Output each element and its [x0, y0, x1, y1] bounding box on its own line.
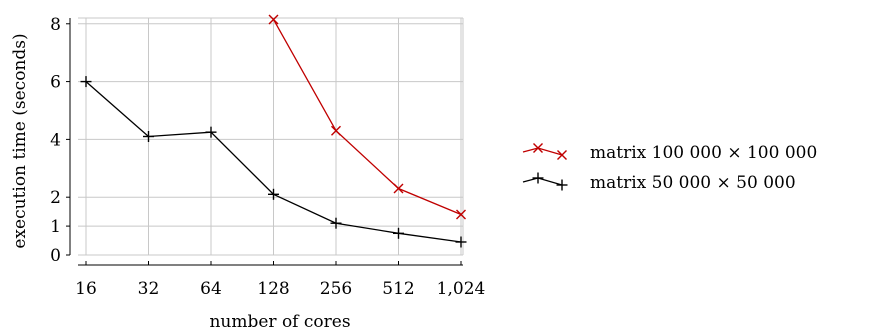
legend-marker-0 [557, 150, 567, 160]
data-point-1 [80, 76, 92, 88]
data-point-1 [455, 236, 467, 248]
y-axis-label: execution time (seconds) [10, 33, 30, 248]
y-tick-label: 4 [50, 130, 61, 150]
x-tick-label: 512 [382, 279, 414, 299]
data-point-1 [393, 227, 404, 239]
x-axis-label: number of cores [209, 312, 350, 331]
legend-label-0: matrix 100 000 × 100 000 [590, 143, 817, 163]
data-point-1 [205, 126, 217, 138]
x-tick-label: 128 [257, 279, 289, 299]
legend-line-1 [522, 177, 563, 186]
y-tick-labels: 0 1 2 4 6 8 [50, 15, 61, 266]
data-point-0 [331, 125, 341, 136]
series-lines [80, 14, 467, 248]
y-tick-label: 0 [50, 246, 61, 266]
y-tick-label: 1 [50, 217, 61, 237]
axes [66, 18, 463, 266]
x-tick-label: 16 [75, 279, 97, 299]
data-point-1 [268, 188, 279, 200]
legend-line-0 [522, 147, 563, 156]
y-tick-label: 6 [50, 73, 61, 93]
grid-lines [78, 17, 464, 256]
series-line-0 [272, 19, 462, 216]
legend-marker-0 [533, 143, 543, 153]
x-tick-label: 64 [200, 279, 222, 299]
data-point-0 [268, 14, 279, 25]
data-point-1 [143, 131, 154, 142]
legend: matrix 100 000 × 100 000 matrix 50 000 × … [522, 143, 817, 193]
y-tick-label: 2 [50, 188, 61, 208]
legend-label-1: matrix 50 000 × 50 000 [590, 173, 796, 193]
x-tick-label: 32 [138, 279, 160, 299]
legend-marker-1 [532, 172, 544, 184]
x-tick-label: 256 [320, 279, 352, 299]
y-tick-label: 8 [50, 15, 61, 35]
data-point-1 [330, 217, 342, 229]
x-tick-label: 1,024 [437, 279, 486, 299]
legend-marker-1 [556, 179, 568, 191]
data-point-0 [393, 183, 404, 194]
x-tick-labels: 16 32 64 128 256 512 1,024 [75, 279, 485, 299]
data-point-0 [456, 209, 466, 220]
